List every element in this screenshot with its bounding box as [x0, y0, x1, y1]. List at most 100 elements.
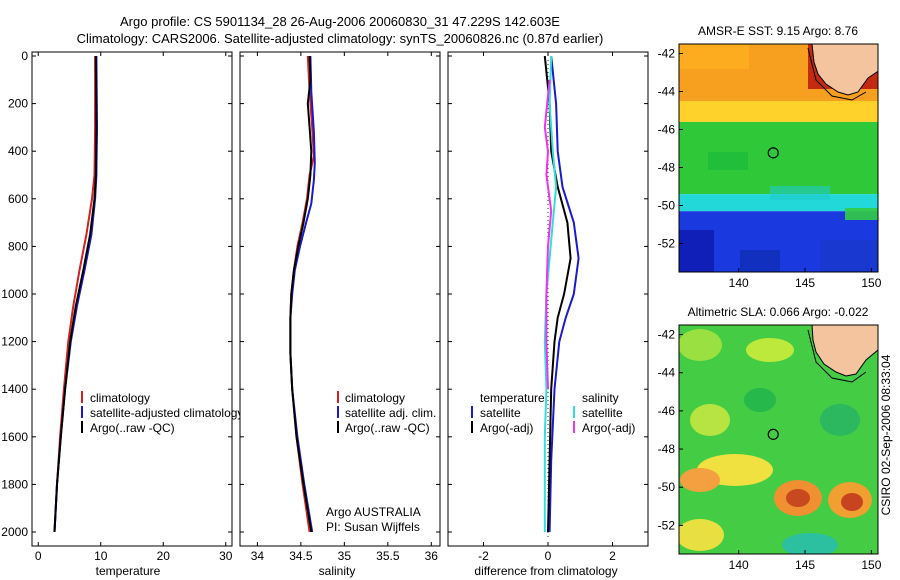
salinity-legend: climatology satellite adj. clim. Argo(..…	[337, 391, 436, 435]
figure-title-line2: Climatology: CARS2006. Satellite-adjuste…	[77, 31, 604, 46]
annotation-pi: PI: Susan Wijffels	[326, 520, 420, 534]
x-tick-label: 36	[425, 549, 439, 563]
y-tick-label: 1000	[1, 287, 28, 301]
y-tick-label: 1400	[1, 382, 28, 396]
y-tick-label: 1200	[1, 335, 28, 349]
lat-tick-label: -52	[658, 518, 676, 532]
sst-patch	[679, 230, 714, 272]
sst-lat-axis: -42 -44 -46 -48 -50 -52	[658, 47, 683, 251]
credit-timestamp: CSIRO 02-Sep-2006 08:33:04	[879, 354, 893, 515]
legend-label-argo: Argo(..raw -QC)	[90, 421, 175, 435]
difference-legend: temperature satellite Argo(-adj) salinit…	[471, 391, 635, 435]
sla-blob	[841, 493, 863, 511]
sla-map-title: Altimetric SLA: 0.066 Argo: -0.022	[688, 305, 869, 319]
sst-patch	[679, 44, 749, 69]
series-line-argo-raw-qc-	[53, 55, 98, 533]
lat-tick-label: -48	[658, 161, 676, 175]
sla-blob	[820, 404, 860, 436]
difference-plot-frame	[447, 51, 649, 547]
lat-tick-label: -42	[658, 47, 676, 61]
lat-tick-label: -46	[658, 123, 676, 137]
sla-blob	[744, 388, 776, 412]
temperature-x-axis: 0 10 20 30	[35, 52, 233, 563]
temperature-legend: climatology satellite-adjusted climatolo…	[81, 391, 243, 435]
tasmania-landmass	[811, 325, 878, 377]
sst-band	[679, 101, 878, 122]
x-tick-label: 20	[157, 549, 171, 563]
lat-tick-label: -44	[658, 85, 676, 99]
lon-tick-label: 145	[795, 558, 815, 572]
sst-patch	[708, 152, 748, 170]
x-tick-label: 10	[94, 549, 108, 563]
salinity-plot-frame	[239, 51, 441, 547]
annotation-agency: Argo AUSTRALIA	[326, 505, 421, 519]
temperature-series	[53, 55, 98, 533]
sla-lat-axis: -42 -44 -46 -48 -50 -52	[658, 328, 683, 532]
x-tick-label: 30	[219, 549, 233, 563]
legend-label-argo: Argo(..raw -QC)	[345, 421, 430, 435]
sst-field	[679, 44, 878, 272]
y-tick-label: 400	[8, 144, 28, 158]
series-line-salinity-argo-adj-	[543, 79, 553, 390]
lon-tick-label: 150	[861, 558, 881, 572]
x-tick-label: 35	[338, 549, 352, 563]
sst-map-title: AMSR-E SST: 9.15 Argo: 8.76	[698, 24, 858, 38]
temperature-depth-axis: 0 200 400 600 800 1000 1200 1400 1600 1800 2000	[1, 49, 232, 539]
series-line-temperature-satellite	[548, 55, 580, 533]
sst-patch	[770, 186, 830, 200]
bathymetry-contour	[807, 47, 867, 101]
legend-label-climatology: climatology	[90, 391, 150, 405]
legend-label-climatology: climatology	[345, 391, 405, 405]
x-tick-label: 35.5	[376, 549, 400, 563]
temperature-panel: 0 200 400 600 800 1000 1200 1400 1600 1800 2000 0 1…	[1, 49, 243, 578]
salinity-panel: 34 34.5 35 35.5 36 salinity climatology sate…	[239, 51, 441, 578]
legend-label-temp-argo: Argo(-adj)	[480, 421, 533, 435]
bathymetry-contour	[807, 329, 867, 383]
legend-label-sal-argo: Argo(-adj)	[582, 421, 635, 435]
lon-tick-label: 145	[795, 276, 815, 290]
legend-label-temp-satellite: satellite	[480, 406, 521, 420]
lat-tick-label: -50	[658, 480, 676, 494]
argo-float-marker	[767, 147, 779, 159]
series-line-temperature-argo-adj-	[543, 55, 572, 533]
legend-label-satellite: satellite-adjusted climatology	[90, 406, 243, 420]
legend-label-sal-satellite: satellite	[582, 406, 623, 420]
lat-tick-label: -52	[658, 237, 676, 251]
legend-title-temperature: temperature	[480, 391, 545, 405]
series-line-salinity-satellite	[543, 55, 558, 532]
sla-lon-axis: 140 145 150	[729, 550, 882, 572]
x-tick-label: -2	[478, 549, 489, 563]
x-tick-label: 2	[609, 549, 616, 563]
figure-title-line1: Argo profile: CS 5901134_28 26-Aug-2006 …	[120, 14, 560, 29]
lat-tick-label: -44	[658, 366, 676, 380]
y-tick-label: 2000	[1, 525, 28, 539]
sla-blob	[679, 519, 724, 551]
y-tick-label: 600	[8, 192, 28, 206]
sla-blob	[786, 489, 810, 507]
lat-tick-label: -46	[658, 404, 676, 418]
y-tick-label: 200	[8, 97, 28, 111]
y-tick-label: 1600	[1, 430, 28, 444]
y-tick-label: 800	[8, 239, 28, 253]
lon-tick-label: 140	[729, 276, 749, 290]
argo-position-circle	[767, 428, 779, 440]
argo-float-marker	[767, 428, 779, 440]
sst-patch	[820, 240, 878, 272]
difference-x-label: difference from climatology	[474, 564, 617, 578]
sla-map-frame	[678, 324, 879, 555]
sla-blob	[680, 468, 720, 492]
sst-patch	[740, 250, 780, 272]
sst-lon-axis: 140 145 150	[729, 268, 882, 290]
legend-label-satellite: satellite adj. clim.	[345, 406, 436, 420]
salinity-series	[289, 55, 316, 533]
salinity-x-axis: 34 34.5 35 35.5 36	[251, 52, 439, 563]
x-tick-label: 34.5	[289, 549, 313, 563]
sst-patch	[845, 208, 878, 220]
sla-blob	[679, 329, 722, 361]
sla-field	[679, 325, 878, 554]
lat-tick-label: -48	[658, 442, 676, 456]
lon-tick-label: 150	[861, 276, 881, 290]
y-tick-label: 0	[21, 49, 28, 63]
sla-map-panel: Altimetric SLA: 0.066 Argo: -0.022 -42-4…	[658, 305, 882, 572]
